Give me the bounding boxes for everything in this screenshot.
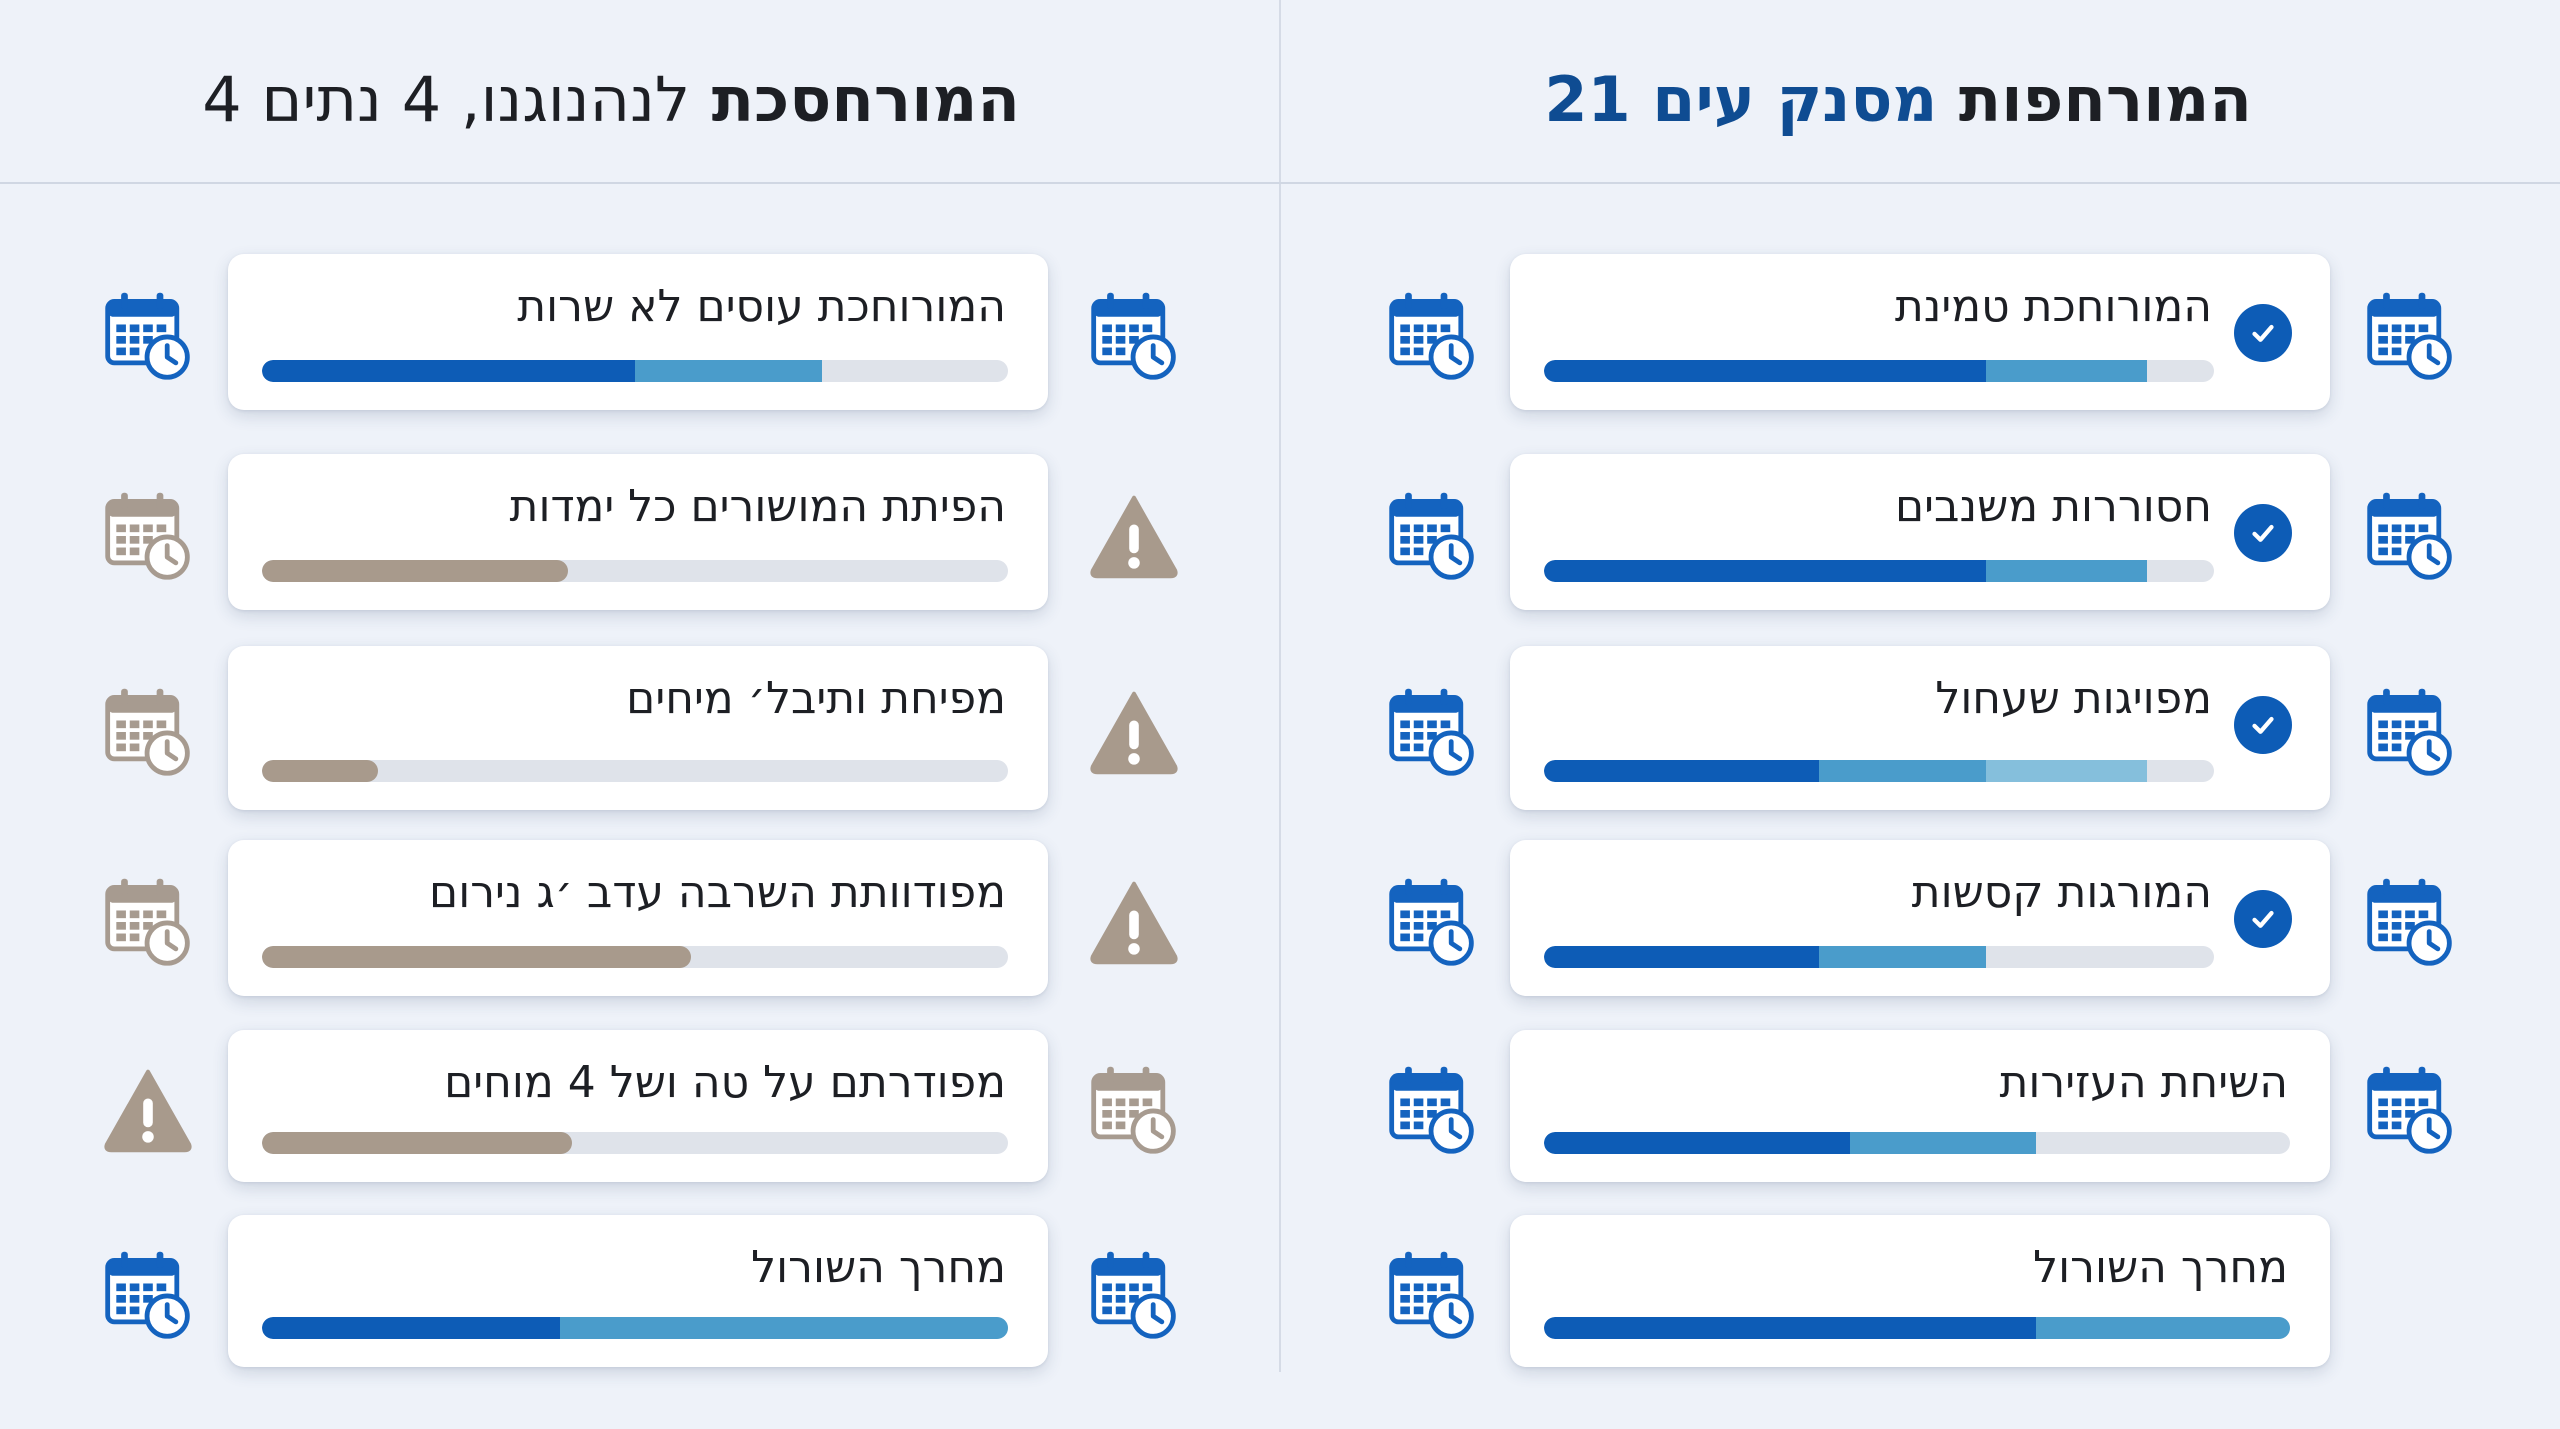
progress-dark — [262, 360, 635, 382]
task-card[interactable]: מפויגות שעחול — [1510, 646, 2330, 810]
task-label: מחרך השורול — [751, 1242, 1006, 1293]
progress-bar — [262, 1317, 1008, 1339]
progress-bar — [1544, 1317, 2290, 1339]
check-circle-icon — [2234, 504, 2292, 562]
calendar-clock-gray-icon — [100, 488, 196, 584]
progress-bar — [1544, 560, 2214, 582]
progress-bar — [1544, 360, 2214, 382]
progress-dark — [262, 1317, 561, 1339]
task-label: המורוחכת טמינת — [1894, 281, 2212, 332]
task-card[interactable]: מחרך השורול — [228, 1215, 1048, 1367]
progress-dark — [1544, 760, 1819, 782]
task-card[interactable]: המורגות קסשות — [1510, 840, 2330, 996]
right-panel-title: המורחפות מסנק עים 21 — [1544, 50, 2252, 150]
task-card[interactable]: המורוחכת טמינת — [1510, 254, 2330, 410]
progress-bar — [262, 1132, 1008, 1154]
task-card[interactable]: מפודוותת השרבה עדב ׳ג נירום — [228, 840, 1048, 996]
progress-light — [2036, 1317, 2290, 1339]
progress-bar — [1544, 946, 2214, 968]
check-circle-icon — [2234, 696, 2292, 754]
progress-light — [1986, 560, 2147, 582]
warning-icon — [1086, 488, 1182, 584]
panel-divider — [1279, 0, 1281, 1372]
calendar-clock-blue-icon — [2362, 288, 2458, 384]
progress-light — [1818, 946, 1987, 968]
check-circle-icon — [2234, 304, 2292, 362]
progress-light — [1818, 760, 1987, 782]
calendar-clock-blue-icon — [1384, 684, 1480, 780]
progress-light — [1849, 1132, 2037, 1154]
left-title-part1: המורחסכת — [711, 63, 1020, 136]
calendar-clock-blue-icon — [100, 288, 196, 384]
calendar-clock-blue-icon — [1384, 288, 1480, 384]
task-card[interactable]: מפודרתם על טה ושל 4 מוחים — [228, 1030, 1048, 1182]
check-circle-icon — [2234, 890, 2292, 948]
progress-bar — [262, 560, 1008, 582]
left-panel-title: המורחסכת לנהנוגנו, 4 נתים 4 — [202, 50, 1020, 150]
calendar-clock-blue-icon — [2362, 1062, 2458, 1158]
task-label: השיחת העזירות — [1999, 1057, 2288, 1108]
calendar-clock-blue-icon — [2362, 684, 2458, 780]
task-label: מפודוותת השרבה עדב ׳ג נירום — [429, 867, 1006, 918]
calendar-clock-blue-icon — [1384, 488, 1480, 584]
task-label: המורגות קסשות — [1911, 867, 2212, 918]
task-label: הפיתת המושורים כל ימדות — [509, 481, 1006, 532]
calendar-clock-blue-icon — [1384, 1247, 1480, 1343]
calendar-clock-gray-icon — [1086, 1062, 1182, 1158]
progress-fill — [262, 760, 378, 782]
task-card[interactable]: מפיחת ותיבל׳ מיחים — [228, 646, 1048, 810]
warning-icon — [100, 1062, 196, 1158]
progress-fill — [262, 560, 568, 582]
right-title-part2: מסנק עים 21 — [1544, 63, 1938, 136]
task-label: מפויגות שעחול — [1935, 673, 2212, 724]
progress-light — [635, 360, 822, 382]
task-label: מפודרתם על טה ושל 4 מוחים — [444, 1057, 1006, 1108]
calendar-clock-blue-icon — [2362, 488, 2458, 584]
progress-bar — [1544, 760, 2214, 782]
warning-icon — [1086, 874, 1182, 970]
task-card[interactable]: חסוררות משנבים — [1510, 454, 2330, 610]
progress-bar — [1544, 1132, 2290, 1154]
calendar-clock-gray-icon — [100, 874, 196, 970]
right-title-part1: המורחפות — [1958, 63, 2252, 136]
progress-bar — [262, 360, 1008, 382]
task-label: המורוחכת עוסים לא שרות — [517, 281, 1006, 332]
calendar-clock-blue-icon — [1086, 1247, 1182, 1343]
progress-dark — [1544, 560, 1987, 582]
calendar-clock-blue-icon — [1086, 288, 1182, 384]
task-card[interactable]: השיחת העזירות — [1510, 1030, 2330, 1182]
progress-dark — [1544, 946, 1819, 968]
calendar-clock-gray-icon — [100, 684, 196, 780]
task-card[interactable]: המורוחכת עוסים לא שרות — [228, 254, 1048, 410]
calendar-clock-blue-icon — [1384, 874, 1480, 970]
calendar-clock-blue-icon — [100, 1247, 196, 1343]
warning-icon — [1086, 684, 1182, 780]
progress-dark — [1544, 1317, 2037, 1339]
calendar-clock-blue-icon — [2362, 874, 2458, 970]
progress-light — [1986, 360, 2147, 382]
header-divider — [0, 182, 2560, 184]
progress-light — [560, 1317, 1008, 1339]
progress-pale — [1986, 760, 2147, 782]
task-label: מחרך השורול — [2033, 1242, 2288, 1293]
progress-dark — [1544, 360, 1987, 382]
calendar-clock-blue-icon — [1384, 1062, 1480, 1158]
progress-bar — [262, 760, 1008, 782]
progress-fill — [262, 946, 691, 968]
task-label: חסוררות משנבים — [1894, 481, 2212, 532]
task-card[interactable]: הפיתת המושורים כל ימדות — [228, 454, 1048, 610]
task-label: מפיחת ותיבל׳ מיחים — [626, 673, 1006, 724]
progress-fill — [262, 1132, 572, 1154]
left-title-part2: לנהנוגנו, 4 נתים 4 — [202, 63, 691, 136]
progress-bar — [262, 946, 1008, 968]
progress-dark — [1544, 1132, 1850, 1154]
task-card[interactable]: מחרך השורול — [1510, 1215, 2330, 1367]
